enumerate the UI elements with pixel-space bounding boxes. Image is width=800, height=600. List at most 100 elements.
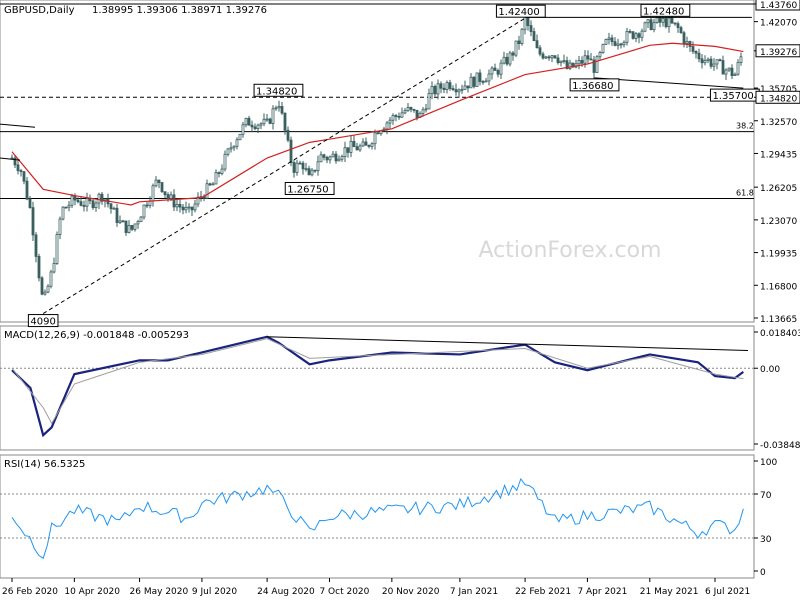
candle-body [283, 112, 287, 131]
candle-body [361, 141, 365, 147]
candle-body [226, 148, 230, 155]
candle-body [346, 147, 350, 153]
candle-body [73, 195, 77, 201]
candle-body [328, 156, 332, 161]
candle-body [463, 85, 467, 90]
candle-body [136, 221, 140, 225]
candle-body [313, 169, 317, 172]
candle-body [670, 17, 674, 24]
rsi-title: RSI(14) 56.5325 [4, 459, 85, 470]
candle-body [52, 263, 56, 273]
candle-body [181, 206, 185, 211]
candle-body [223, 153, 227, 170]
candle-body [559, 60, 563, 64]
candle-body [631, 31, 635, 39]
candle-body [157, 179, 161, 183]
candle-body [37, 256, 41, 279]
candle-body [112, 207, 116, 210]
candle-body [172, 194, 176, 208]
candle-body [13, 157, 17, 166]
candle-body [412, 108, 416, 111]
candle-body [265, 118, 269, 121]
annotation-label-5: 1.35700 [712, 91, 753, 102]
macd-trendline-0 [267, 336, 749, 352]
candle-body [25, 180, 29, 200]
candle-body [664, 18, 668, 28]
candle-body [589, 58, 593, 61]
candle-body [730, 67, 734, 76]
candle-body [439, 83, 443, 89]
candle-body [550, 55, 554, 59]
candle-body [61, 206, 65, 220]
candle-body [16, 164, 20, 172]
candle-body [400, 112, 404, 118]
candle-body [472, 76, 476, 87]
candle-body [553, 55, 557, 59]
x-tick-label-6: 20 Nov 2020 [382, 587, 440, 597]
macd-tick-label-1: 0.00 [760, 365, 780, 375]
candle-body [22, 171, 26, 182]
candle-body [517, 40, 521, 44]
candle-body [64, 206, 68, 209]
candle-body [445, 82, 449, 90]
candle-body [292, 162, 296, 173]
candle-body [307, 168, 311, 176]
candle-body [118, 220, 122, 223]
candle-body [577, 60, 581, 65]
x-tick-label-10: 21 May 2021 [640, 587, 699, 597]
candle-body [364, 141, 368, 146]
candle-body [97, 193, 101, 204]
candle-body [529, 25, 533, 32]
candle-body [196, 196, 200, 205]
candle-body [259, 123, 263, 126]
candle-body [508, 52, 512, 65]
candle-body [208, 183, 212, 186]
candle-body [19, 170, 23, 173]
candle-body [691, 46, 695, 52]
candle-body [310, 169, 314, 176]
candle-body [268, 118, 272, 124]
candle-body [151, 185, 155, 202]
candle-body [373, 132, 377, 145]
annotation-label-4: 1.36680 [572, 81, 613, 92]
x-tick-label-0: 26 Feb 2020 [2, 587, 58, 597]
candle-body [367, 144, 371, 147]
candle-body [454, 89, 458, 93]
candle-body [304, 168, 308, 171]
candle-body [163, 191, 167, 195]
candle-body [370, 143, 374, 147]
candle-body [235, 139, 239, 147]
candle-body [622, 41, 626, 46]
candle-body [505, 56, 509, 65]
annotation-label-6: 4090 [30, 317, 55, 328]
x-tick-label-1: 10 Apr 2020 [64, 587, 120, 597]
candle-body [187, 206, 191, 209]
candle-body [217, 172, 221, 174]
candle-body [46, 285, 50, 293]
y-tick-label-11: 1.13665 [760, 315, 797, 325]
candle-body [247, 117, 251, 126]
y-tick-label-7: 1.26205 [760, 184, 797, 194]
x-tick-label-5: 7 Oct 2020 [319, 587, 369, 597]
rsi-line [11, 477, 744, 560]
macd-tick-label-2: -0.038483 [760, 441, 800, 451]
candle-body [676, 23, 680, 28]
candle-body [166, 194, 170, 199]
candle-body [28, 198, 32, 209]
candle-body [91, 200, 95, 209]
price-layer: 38.2 61.8 1.42400 1.42480 1.34820 1.26750 1.36… [0, 3, 760, 328]
candle-body [322, 154, 326, 158]
candle-body [733, 73, 737, 76]
candle-body [601, 43, 605, 54]
y-tick-label-4: 1.34820 [760, 94, 797, 104]
candle-body [580, 60, 584, 64]
candle-body [661, 18, 665, 23]
chart-title: GBPUSD,Daily [4, 5, 75, 16]
candle-body [82, 205, 86, 207]
candle-body [301, 162, 305, 170]
macd-series-0 [11, 335, 744, 438]
annotation-box-6 [27, 314, 59, 328]
candle-body [616, 43, 620, 46]
